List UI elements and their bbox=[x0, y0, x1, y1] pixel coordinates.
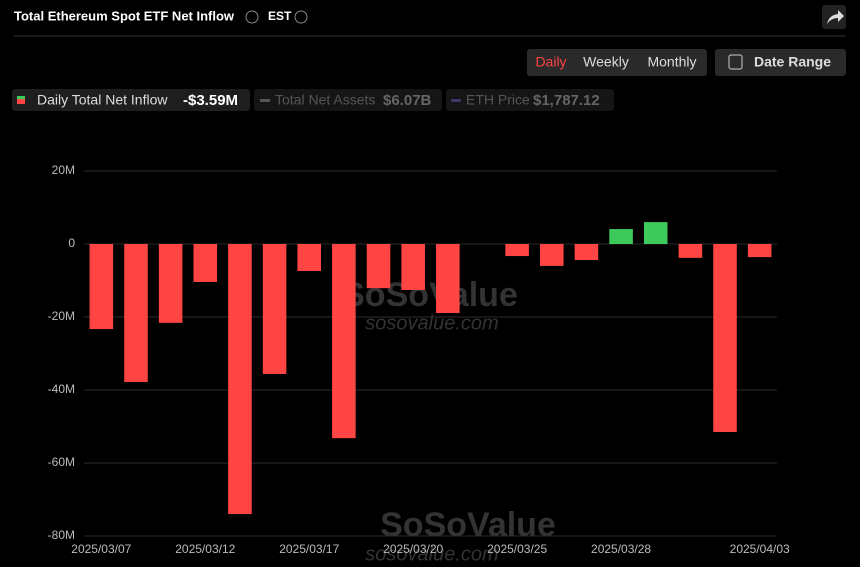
y-tick-label: -80M bbox=[48, 528, 75, 542]
legend-swatch bbox=[260, 99, 270, 102]
x-tick-label: 2025/03/28 bbox=[591, 542, 651, 556]
info-icon bbox=[245, 10, 259, 24]
x-tick-label: 2025/04/03 bbox=[730, 542, 790, 556]
tab-monthly[interactable]: Monthly bbox=[647, 54, 696, 70]
calendar-icon bbox=[728, 54, 743, 70]
legend-name: ETH Price bbox=[466, 92, 530, 108]
bar bbox=[366, 244, 391, 289]
legend-value: $1,787.12 bbox=[533, 92, 600, 109]
y-tick-label: 0 bbox=[68, 236, 75, 250]
legend-swatch bbox=[17, 96, 25, 104]
watermark: sosovalue.com bbox=[365, 312, 498, 334]
bar bbox=[436, 244, 460, 313]
legend-value: $6.07B bbox=[383, 92, 432, 109]
x-tick-label: 2025/03/25 bbox=[487, 542, 547, 556]
x-tick-label: 2025/03/17 bbox=[279, 542, 339, 556]
bar bbox=[332, 244, 356, 439]
y-tick-label: 20M bbox=[52, 163, 75, 177]
tab-daily[interactable]: Daily bbox=[535, 54, 566, 70]
bar bbox=[609, 229, 633, 244]
bar bbox=[193, 244, 218, 282]
tab-group bbox=[527, 49, 707, 76]
date-range-label: Date Range bbox=[754, 54, 831, 70]
bar bbox=[401, 244, 425, 290]
bar bbox=[228, 244, 252, 515]
x-tick-label: 2025/03/07 bbox=[71, 542, 131, 556]
bar bbox=[124, 244, 148, 382]
bar bbox=[574, 244, 599, 261]
x-tick-label: 2025/03/12 bbox=[175, 542, 235, 556]
share-icon bbox=[827, 10, 844, 24]
y-tick-label: -40M bbox=[48, 382, 75, 396]
bar bbox=[297, 244, 322, 272]
y-tick-label: -60M bbox=[48, 455, 75, 469]
bar bbox=[678, 244, 703, 258]
timezone: EST bbox=[268, 9, 292, 23]
info-icon bbox=[294, 10, 308, 24]
x-tick-label: 2025/03/20 bbox=[383, 542, 443, 556]
legend-item[interactable] bbox=[446, 89, 614, 111]
watermark: sosovalue.com bbox=[365, 543, 498, 562]
bar bbox=[89, 244, 114, 330]
legend-swatch bbox=[451, 99, 461, 102]
watermark: SoSoValue bbox=[380, 506, 556, 544]
bar bbox=[643, 222, 668, 244]
bar bbox=[158, 244, 183, 323]
legend-name: Total Net Assets bbox=[275, 92, 375, 108]
legend-name: Daily Total Net Inflow bbox=[37, 92, 168, 108]
chart-title: Total Ethereum Spot ETF Net Inflow bbox=[14, 8, 235, 23]
legend-value: -$3.59M bbox=[183, 92, 238, 109]
legend-item[interactable] bbox=[254, 89, 442, 111]
bar bbox=[539, 244, 564, 266]
bar bbox=[505, 244, 529, 257]
y-tick-label: -20M bbox=[48, 309, 75, 323]
legend-item[interactable] bbox=[12, 89, 250, 111]
tab-weekly[interactable]: Weekly bbox=[583, 54, 629, 70]
bar bbox=[747, 244, 772, 258]
legend-swatch bbox=[17, 96, 25, 99]
bar bbox=[262, 244, 287, 374]
date-range-button[interactable] bbox=[715, 49, 846, 76]
bar bbox=[713, 244, 737, 432]
